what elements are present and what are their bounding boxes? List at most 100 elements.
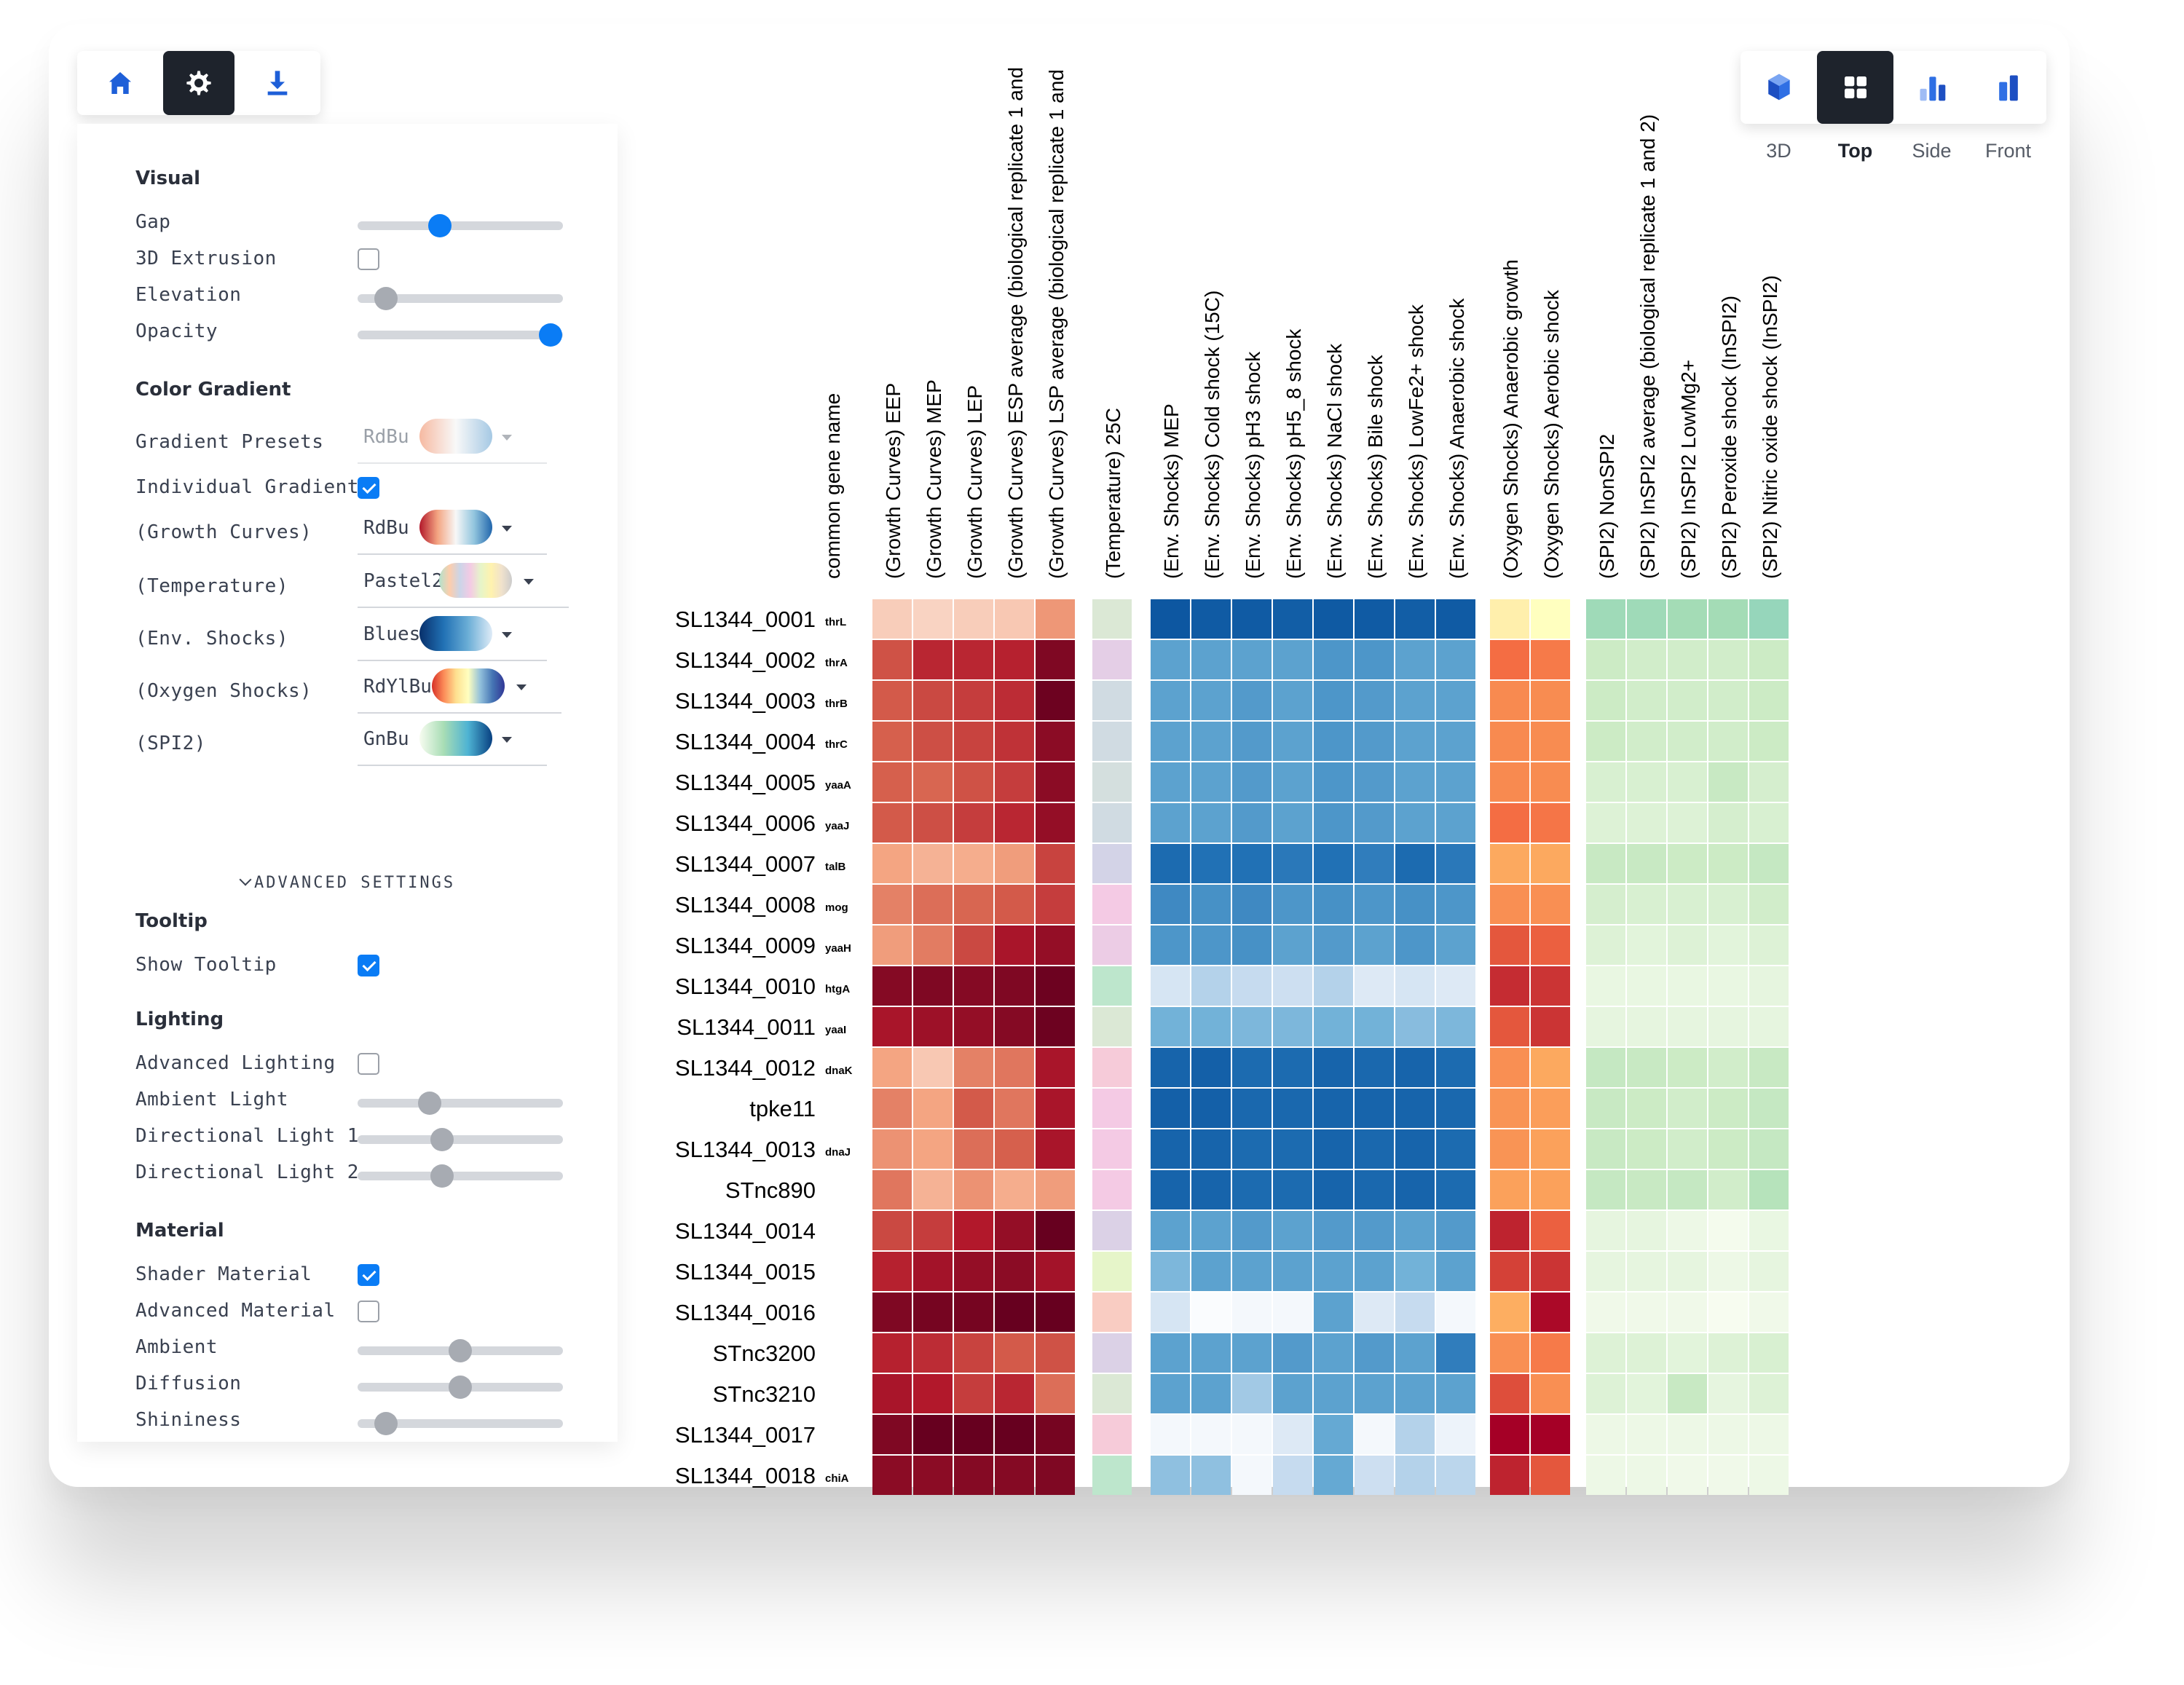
heatmap-cell xyxy=(1191,1048,1231,1087)
heatmap-cell xyxy=(954,1048,993,1087)
heatmap-cell xyxy=(1036,1374,1075,1413)
env-shocks-select[interactable]: Blues xyxy=(358,616,547,661)
advanced-lighting-checkbox[interactable] xyxy=(358,1053,379,1075)
heatmap-cell xyxy=(1668,1333,1707,1373)
heatmap-cell xyxy=(1490,1333,1529,1373)
heatmap-cell xyxy=(1668,1211,1707,1250)
slider-thumb[interactable] xyxy=(374,1412,398,1435)
ambient-light-slider[interactable] xyxy=(358,1092,563,1115)
lighting-section-title: Lighting xyxy=(135,1009,224,1030)
chevron-down-icon xyxy=(524,579,534,585)
row-label: SL1344_0013 xyxy=(675,1137,816,1162)
view-front-button[interactable] xyxy=(1970,51,2046,124)
elevation-slider[interactable] xyxy=(358,287,563,310)
heatmap-cell xyxy=(1191,1333,1231,1373)
opacity-slider[interactable] xyxy=(358,323,563,347)
heatmap-cell xyxy=(1395,1211,1435,1250)
row-label: SL1344_0012 xyxy=(675,1055,816,1081)
column-label: (Env. Shocks) pH5_8 shock xyxy=(1282,328,1305,579)
heatmap-cell xyxy=(1314,1293,1353,1332)
diffusion-label: Diffusion xyxy=(135,1373,242,1394)
heatmap-cell xyxy=(1036,1252,1075,1291)
view-3d-button[interactable] xyxy=(1741,51,1817,124)
individual-gradients-label: Individual Gradients xyxy=(135,476,371,498)
shininess-slider[interactable] xyxy=(358,1412,563,1435)
directional-light-2-slider[interactable] xyxy=(358,1164,563,1188)
show-tooltip-checkbox[interactable] xyxy=(358,955,379,976)
view-top-button[interactable] xyxy=(1817,51,1893,124)
heatmap-cell xyxy=(1749,722,1789,761)
heatmap-cell xyxy=(1749,966,1789,1006)
heatmap-cell xyxy=(1668,640,1707,679)
heatmap-cell xyxy=(913,1089,953,1128)
gap-slider[interactable] xyxy=(358,214,563,237)
heatmap-cell xyxy=(1531,885,1570,924)
heatmap-cell xyxy=(1314,1374,1353,1413)
advanced-settings-toggle[interactable]: ADVANCED SETTINGS xyxy=(239,873,455,892)
settings-button[interactable] xyxy=(163,51,234,115)
heatmap-cell xyxy=(1151,1089,1190,1128)
gradient-presets-swatch xyxy=(419,419,492,454)
temperature-select[interactable]: Pastel2 xyxy=(358,563,569,608)
heatmap-cell xyxy=(1627,1129,1666,1169)
heatmap-cell xyxy=(1191,1293,1231,1332)
slider-thumb[interactable] xyxy=(417,1092,441,1115)
slider-thumb[interactable] xyxy=(539,323,563,347)
extrusion-checkbox[interactable] xyxy=(358,248,379,270)
oxygen-shocks-select[interactable]: RdYlBu xyxy=(358,668,561,714)
slider-thumb[interactable] xyxy=(449,1376,472,1399)
gene-label: dnaJ xyxy=(825,1146,851,1159)
ambient-light-label: Ambient Light xyxy=(135,1089,288,1110)
heatmap-cell xyxy=(1092,926,1132,965)
slider-thumb[interactable] xyxy=(430,1164,454,1188)
heatmap-cell xyxy=(1436,599,1475,639)
directional-light-1-slider[interactable] xyxy=(358,1128,563,1151)
row-label: STnc890 xyxy=(725,1177,816,1203)
heatmap-cell xyxy=(872,1170,912,1210)
spi2-select[interactable]: GnBu xyxy=(358,721,547,766)
heatmap-cell xyxy=(872,1293,912,1332)
heatmap-cell xyxy=(995,1293,1034,1332)
row-label: STnc3210 xyxy=(713,1381,816,1407)
heatmap-cell xyxy=(1232,803,1272,842)
slider-thumb[interactable] xyxy=(430,1128,454,1151)
heatmap-cell xyxy=(1036,1415,1075,1454)
shader-material-checkbox[interactable] xyxy=(358,1264,379,1286)
heatmap-cell xyxy=(1586,681,1625,720)
slider-thumb[interactable] xyxy=(449,1339,472,1362)
heatmap-cell xyxy=(1092,1333,1132,1373)
ambient-slider[interactable] xyxy=(358,1339,563,1362)
heatmap-cell xyxy=(1436,762,1475,802)
advanced-material-checkbox[interactable] xyxy=(358,1301,379,1322)
heatmap-cell xyxy=(1627,681,1666,720)
row-label: SL1344_0004 xyxy=(675,729,816,754)
heatmap-cell xyxy=(954,1415,993,1454)
heatmap-cell xyxy=(995,926,1034,965)
heatmap-cell xyxy=(1191,1415,1231,1454)
heatmap-cell xyxy=(913,1211,953,1250)
heatmap-cell xyxy=(1749,1415,1789,1454)
heatmap-cell xyxy=(1314,762,1353,802)
download-button[interactable] xyxy=(242,51,313,115)
heatmap-cell xyxy=(1749,1129,1789,1169)
view-side-button[interactable] xyxy=(1893,51,1970,124)
heatmap-cell xyxy=(1490,844,1529,883)
home-button[interactable] xyxy=(84,51,156,115)
heatmap-cell xyxy=(1092,1170,1132,1210)
heatmap-cell xyxy=(1436,1374,1475,1413)
gradient-presets-select[interactable]: RdBu xyxy=(358,419,547,464)
directional-light-2-label: Directional Light 2 xyxy=(135,1161,359,1183)
diffusion-slider[interactable] xyxy=(358,1376,563,1399)
individual-gradients-checkbox[interactable] xyxy=(358,477,379,499)
gene-label: chiA xyxy=(825,1472,849,1485)
heatmap-cell xyxy=(1627,1211,1666,1250)
slider-thumb[interactable] xyxy=(374,287,398,310)
elevation-label: Elevation xyxy=(135,284,242,306)
heatmap-cell xyxy=(913,640,953,679)
slider-thumb[interactable] xyxy=(427,214,452,237)
heatmap-cell xyxy=(1668,926,1707,965)
growth-curves-select[interactable]: RdBu xyxy=(358,510,547,555)
heatmap-cell xyxy=(1395,1089,1435,1128)
heatmap-cell xyxy=(954,599,993,639)
heatmap-cell xyxy=(1490,926,1529,965)
